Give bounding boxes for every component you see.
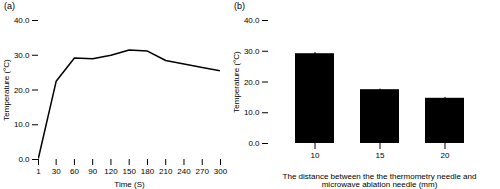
svg-text:270: 270 bbox=[196, 167, 210, 176]
svg-text:30.0: 30.0 bbox=[244, 47, 260, 56]
svg-text:0.0: 0.0 bbox=[18, 155, 30, 164]
svg-text:150: 150 bbox=[123, 167, 137, 176]
svg-text:20.0: 20.0 bbox=[14, 86, 30, 95]
svg-text:40.0: 40.0 bbox=[244, 16, 260, 25]
html-text:(b): (b) bbox=[234, 1, 245, 11]
svg-text:The distance between the the t: The distance between the the thermometry… bbox=[283, 172, 477, 189]
svg-text:10.0: 10.0 bbox=[244, 108, 260, 117]
svg-text:1: 1 bbox=[36, 167, 41, 176]
svg-text:20.0: 20.0 bbox=[244, 78, 260, 87]
svg-text:60: 60 bbox=[70, 167, 79, 176]
svg-text:210: 210 bbox=[159, 167, 173, 176]
svg-text:30: 30 bbox=[52, 167, 61, 176]
svg-text:20: 20 bbox=[441, 151, 450, 160]
svg-text:10.0: 10.0 bbox=[14, 120, 30, 129]
svg-text:Time (S): Time (S) bbox=[114, 180, 145, 189]
svg-text:0.0: 0.0 bbox=[248, 139, 260, 148]
svg-text:120: 120 bbox=[104, 167, 118, 176]
svg-text:180: 180 bbox=[141, 167, 155, 176]
svg-text:30.0: 30.0 bbox=[14, 51, 30, 60]
html-text:(a): (a) bbox=[4, 1, 15, 11]
svg-text:90: 90 bbox=[88, 167, 97, 176]
svg-text:40.0: 40.0 bbox=[14, 16, 30, 25]
svg-text:240: 240 bbox=[177, 167, 191, 176]
svg-text:Temperature (°C): Temperature (°C) bbox=[232, 51, 241, 113]
svg-text:10: 10 bbox=[311, 151, 320, 160]
svg-text:15: 15 bbox=[376, 151, 385, 160]
svg-text:Temperature (°C): Temperature (°C) bbox=[2, 59, 11, 121]
svg-text:300: 300 bbox=[214, 167, 228, 176]
